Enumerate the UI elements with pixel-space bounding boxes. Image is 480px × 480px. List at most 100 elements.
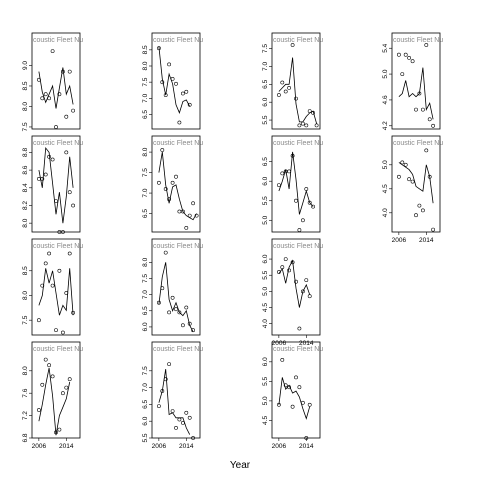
data-point — [280, 171, 285, 176]
series-line — [398, 162, 434, 204]
y-tick-label: 5.5 — [262, 115, 269, 124]
data-point — [297, 228, 302, 232]
data-point — [180, 91, 185, 96]
data-point — [61, 391, 65, 396]
x-tick-label: 2006 — [272, 443, 287, 450]
panel-r1-c2: coustic Fleet Nu 5.0 5.5 6.0 6.5 — [262, 135, 323, 233]
data-point — [304, 187, 309, 191]
data-point — [156, 300, 161, 305]
data-point — [311, 204, 316, 209]
data-point — [64, 291, 69, 295]
data-point — [57, 427, 62, 432]
strip-label: coustic Fleet Nu — [393, 37, 443, 44]
data-point — [177, 209, 182, 214]
data-point — [170, 180, 175, 185]
data-point — [191, 201, 196, 206]
x-tick-label: 2006 — [152, 443, 167, 450]
panel-frame — [151, 32, 201, 130]
y-tick-label: 6.0 — [262, 254, 269, 263]
y-tick-label: 6.5 — [142, 400, 149, 409]
strip-label: coustic Fleet Nu — [33, 243, 83, 250]
series-line — [158, 369, 191, 435]
data-point — [50, 49, 55, 54]
x-tick-label: 2006 — [392, 237, 407, 244]
data-point — [163, 187, 168, 191]
data-point — [160, 148, 165, 152]
panel-r1-c1: coustic Fleet Nu 6.5 7.0 7.5 8.0 — [142, 135, 203, 233]
strip-label: coustic Fleet Nu — [33, 140, 83, 147]
strip-label: coustic Fleet Nu — [393, 140, 443, 147]
y-tick-label: 5.0 — [382, 160, 389, 169]
y-tick-label: 5.0 — [262, 396, 269, 405]
y-tick-label: 5.5 — [262, 270, 269, 279]
data-point — [180, 420, 185, 425]
y-tick-label: 4.5 — [262, 303, 269, 312]
y-tick-label: 4.0 — [262, 319, 269, 328]
y-tick-label: 7.0 — [142, 188, 149, 197]
data-point — [280, 265, 285, 270]
data-point — [67, 251, 72, 256]
data-point — [410, 179, 415, 184]
data-point — [71, 310, 76, 315]
data-point — [280, 80, 285, 85]
data-point — [156, 180, 161, 185]
y-tick-label: 6.0 — [262, 176, 269, 185]
y-tick-label: 8.0 — [142, 61, 149, 70]
data-point — [414, 213, 418, 218]
data-point — [297, 385, 302, 390]
data-point — [187, 102, 192, 107]
data-point — [290, 153, 295, 158]
panel-frame — [31, 341, 81, 439]
y-tick-label: 4.5 — [262, 416, 269, 425]
strip-label: coustic Fleet Nu — [33, 37, 83, 44]
data-point — [294, 96, 298, 101]
y-tick-label: 4.5 — [382, 184, 389, 193]
strip-label: coustic Fleet Nu — [273, 140, 323, 147]
data-point — [160, 80, 165, 85]
data-point — [420, 107, 425, 112]
data-point — [54, 328, 58, 333]
data-point — [163, 93, 168, 98]
y-tick-label: 7.5 — [142, 366, 149, 375]
y-tick-label: 6.0 — [262, 97, 269, 106]
data-point — [300, 400, 305, 405]
data-point — [191, 328, 196, 333]
data-point — [167, 62, 172, 67]
data-point — [170, 295, 175, 300]
data-point — [194, 213, 199, 218]
data-point — [43, 172, 48, 177]
y-tick-label: 8.0 — [142, 147, 149, 156]
data-point — [180, 323, 185, 328]
data-point — [311, 111, 316, 115]
data-point — [314, 123, 319, 128]
y-tick-label: 8.0 — [22, 291, 29, 300]
y-tick-label: 6.0 — [142, 416, 149, 425]
series-line — [398, 67, 434, 120]
data-point — [403, 162, 408, 167]
panel-r1-c0: coustic Fleet Nu 8.0 8.2 8.4 8.6 8.8 — [22, 135, 83, 234]
data-point — [396, 52, 401, 57]
panel-frame — [151, 341, 201, 439]
data-point — [180, 209, 185, 214]
data-point — [276, 270, 281, 274]
y-tick-label: 7.5 — [22, 315, 29, 324]
strip-label: coustic Fleet Nu — [273, 37, 323, 44]
strip-label: coustic Fleet Nu — [153, 37, 203, 44]
data-point — [276, 402, 281, 407]
data-point — [297, 123, 302, 128]
data-point — [57, 268, 62, 273]
data-point — [43, 92, 48, 97]
y-tick-label: 7.5 — [262, 44, 269, 53]
data-point — [307, 109, 312, 114]
panel-frame — [151, 238, 201, 336]
y-tick-label: 6.5 — [142, 209, 149, 218]
series-line — [278, 377, 311, 420]
x-tick-label: 2006 — [272, 340, 287, 347]
strip-label: coustic Fleet Nu — [33, 346, 83, 353]
data-point — [280, 357, 285, 362]
panel-frame — [391, 135, 441, 233]
data-point — [64, 385, 69, 390]
y-tick-label: 6.0 — [262, 357, 269, 366]
panel-r1-c3: coustic Fleet Nu 4.0 4.5 5.0 2006 2014 — [382, 135, 443, 244]
data-point — [290, 260, 295, 265]
